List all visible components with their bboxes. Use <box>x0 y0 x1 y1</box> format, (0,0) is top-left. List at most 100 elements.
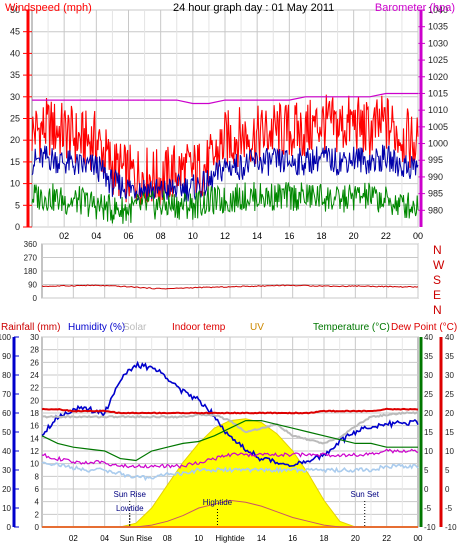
y2-tick-label: 1010 <box>428 105 448 115</box>
temp-tick-label: 30 <box>424 371 433 380</box>
temp-tick-label: 25 <box>424 390 433 399</box>
humidity-tick-label: 0 <box>7 523 12 532</box>
series-line <box>41 360 419 468</box>
series-line <box>41 411 419 445</box>
y2-tick-label: 985 <box>428 189 443 199</box>
series-line <box>41 407 419 415</box>
rain-tick-label: 0 <box>35 523 40 532</box>
y-tick-label: 20 <box>10 135 20 145</box>
x-tick-label: 18 <box>320 534 329 543</box>
y2-tick-label: 1015 <box>428 88 448 98</box>
right-axis-label: Barometer (hpa) <box>375 2 455 14</box>
y-tick-label: 50 <box>10 5 20 15</box>
x-tick-label: 00 <box>413 231 423 241</box>
compass-label: E <box>433 288 441 302</box>
series-line <box>41 448 419 469</box>
series-line <box>41 420 418 462</box>
annotation-label: Hightide <box>203 498 233 507</box>
y-tick-label: 10 <box>10 179 20 189</box>
humidity-tick-label: 60 <box>2 409 11 418</box>
x-tick-label: 04 <box>91 231 101 241</box>
y-tick-label: 15 <box>10 157 20 167</box>
x-tick-label: 18 <box>316 231 326 241</box>
rain-tick-label: 26 <box>30 358 39 367</box>
y-tick-label: 90 <box>28 281 37 290</box>
legend-label: Indoor temp <box>172 322 226 333</box>
y-tick-label: 180 <box>24 267 38 276</box>
temp-tick-label: 40 <box>424 333 433 342</box>
y-tick-label: 0 <box>15 222 20 232</box>
dew-tick-label: 5 <box>445 466 450 475</box>
y2-tick-label: 990 <box>428 172 443 182</box>
compass-label: N <box>433 243 442 257</box>
y-tick-label: 35 <box>10 70 20 80</box>
x-tick-label: 22 <box>381 231 391 241</box>
rain-tick-label: 28 <box>30 346 39 355</box>
dew-tick-label: 30 <box>445 371 454 380</box>
legend-label: Dew Point (°C) <box>391 322 457 333</box>
x-tick-label: 06 <box>123 231 133 241</box>
rain-tick-label: 2 <box>35 510 40 519</box>
y-tick-label: 45 <box>10 27 20 37</box>
x-tick-label: 04 <box>100 534 109 543</box>
temp-tick-label: 0 <box>424 485 429 494</box>
y2-tick-label: 1035 <box>428 22 448 32</box>
y-tick-label: 0 <box>33 294 38 303</box>
legend-label: Solar <box>123 322 147 333</box>
compass-label: S <box>433 273 441 287</box>
rain-tick-label: 6 <box>35 485 40 494</box>
annotation-label: Lowtide <box>116 504 144 513</box>
humidity-tick-label: 70 <box>2 390 11 399</box>
x-tick-label: 08 <box>156 231 166 241</box>
series-line <box>42 499 418 528</box>
compass-label: W <box>433 258 445 272</box>
series-line <box>41 461 419 482</box>
y2-tick-label: 980 <box>428 205 443 215</box>
rain-tick-label: 10 <box>30 460 39 469</box>
dew-tick-label: 20 <box>445 409 454 418</box>
x-tick-label: 08 <box>163 534 172 543</box>
series-line <box>41 284 419 290</box>
temp-tick-label: 35 <box>424 352 433 361</box>
legend-label: UV <box>250 322 264 333</box>
temperature-humidity-panel: 0246810121416182022242628300102030405060… <box>0 322 457 543</box>
rain-tick-label: 18 <box>30 409 39 418</box>
y-tick-label: 25 <box>10 114 20 124</box>
legend-label: Temperature (°C) <box>313 322 390 333</box>
x-tick-label: 10 <box>188 231 198 241</box>
y2-tick-label: 1005 <box>428 122 448 132</box>
temp-tick-label: 15 <box>424 428 433 437</box>
y-tick-label: 40 <box>10 48 20 58</box>
dew-tick-label: 25 <box>445 390 454 399</box>
dew-tick-label: 40 <box>445 333 454 342</box>
annotation-label: Sun Set <box>350 490 379 499</box>
y-tick-label: 30 <box>10 92 20 102</box>
y2-tick-label: 1025 <box>428 55 448 65</box>
x-tick-label: 10 <box>194 534 203 543</box>
rain-tick-label: 20 <box>30 396 39 405</box>
humidity-tick-label: 100 <box>0 333 12 342</box>
y2-tick-label: 1030 <box>428 38 448 48</box>
humidity-tick-label: 10 <box>2 504 11 513</box>
dew-tick-label: -10 <box>445 523 457 532</box>
compass-label: N <box>433 303 442 317</box>
humidity-tick-label: 90 <box>2 352 11 361</box>
temp-tick-label: -5 <box>424 504 432 513</box>
series-line <box>31 144 419 202</box>
x-tick-label: 16 <box>284 231 294 241</box>
left-axis-label: Windspeed (mph) <box>5 2 92 14</box>
annotation-label: Sun Rise <box>113 490 146 499</box>
dew-tick-label: 10 <box>445 447 454 456</box>
temp-tick-label: 20 <box>424 409 433 418</box>
temp-tick-label: 10 <box>424 447 433 456</box>
series-line <box>31 182 419 224</box>
humidity-tick-label: 40 <box>2 447 11 456</box>
x-tick-label: 14 <box>257 534 266 543</box>
y-tick-label: 270 <box>24 254 38 263</box>
x-tick-label: 12 <box>220 231 230 241</box>
x-tick-label: 22 <box>382 534 391 543</box>
y2-tick-label: 1040 <box>428 5 448 15</box>
x-tick-label: 00 <box>414 534 423 543</box>
x-tick-label: 20 <box>351 534 360 543</box>
